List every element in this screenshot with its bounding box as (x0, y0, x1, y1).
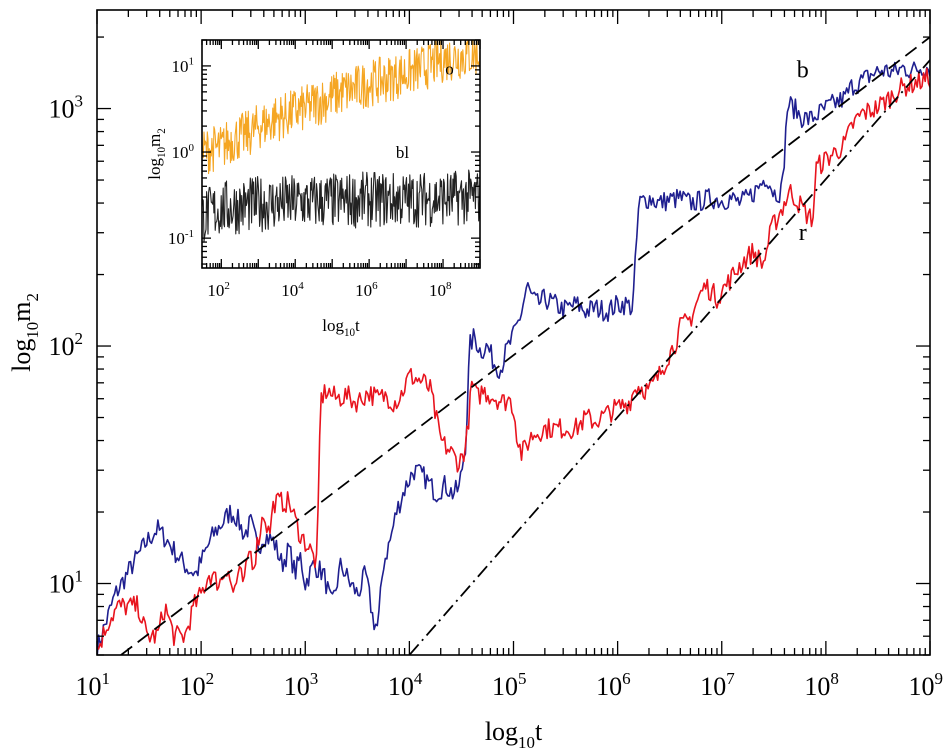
x-tick-label: 105 (492, 669, 527, 701)
y-tick-label: 102 (49, 329, 84, 361)
series-line-o (202, 40, 480, 175)
series-line-b (97, 61, 930, 655)
y-axis-title: log10m2 (7, 293, 42, 372)
x-tick-label: 109 (909, 669, 944, 701)
series-label-b: b (797, 58, 809, 84)
series-line-dashed-fit (120, 36, 930, 655)
x-tick-label: 102 (180, 669, 215, 701)
series-group (202, 40, 480, 243)
x-tick-label: 104 (388, 669, 423, 701)
ticks (201, 39, 481, 268)
series-line-dash-dot-fit (408, 59, 930, 655)
x-tick-label: 101 (76, 669, 111, 701)
plot-frame (201, 39, 481, 269)
ticks (96, 10, 931, 656)
series-label-r: r (799, 220, 807, 246)
x-axis-title: log10t (322, 316, 360, 339)
x-tick-label: 103 (284, 669, 319, 701)
x-tick-label: 108 (429, 280, 452, 300)
series-label-bl: bl (396, 143, 410, 162)
inset-plot: o bl 102 104 106 108 10-1 100 101 log10t log10m2 (145, 39, 481, 339)
x-tick-label: 106 (596, 669, 631, 701)
x-tick-label: 107 (700, 669, 735, 701)
main-plot: b r 101 102 103 104 105 106 107 108 109 101 102 103 lo… (7, 9, 944, 752)
x-tick-label: 108 (804, 669, 839, 701)
series-line-bl (202, 169, 480, 243)
series-group (97, 36, 930, 655)
series-line-r (97, 67, 930, 650)
x-tick-label: 106 (355, 280, 378, 300)
y-tick-label: 101 (49, 567, 84, 599)
inset-background (202, 40, 480, 268)
y-tick-label: 100 (172, 142, 195, 162)
x-tick-label: 102 (207, 280, 230, 300)
x-tick-label: 104 (281, 280, 304, 300)
y-axis-title: log10m2 (145, 128, 168, 180)
y-tick-label: 10-1 (168, 228, 194, 248)
x-axis-title: log10t (485, 717, 543, 752)
y-tick-label: 101 (172, 56, 195, 76)
y-tick-label: 103 (49, 92, 84, 124)
series-label-o: o (445, 59, 454, 78)
